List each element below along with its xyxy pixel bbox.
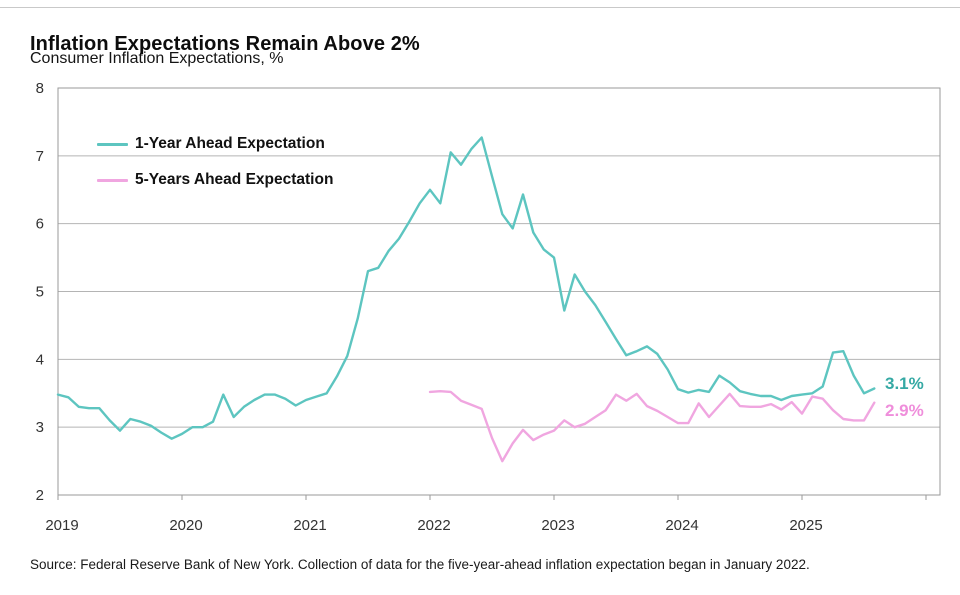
legend-line-swatch-5yr bbox=[97, 178, 128, 182]
legend-item-1yr: 1-Year Ahead Expectation bbox=[97, 131, 333, 157]
source-note: Source: Federal Reserve Bank of New York… bbox=[30, 557, 810, 572]
x-axis-label: 2019 bbox=[45, 517, 78, 534]
top-divider bbox=[0, 7, 960, 8]
end-value-label-5yr: 2.9% bbox=[885, 401, 924, 420]
x-axis-label: 2021 bbox=[293, 517, 326, 534]
legend-line-swatch-1yr bbox=[97, 142, 128, 146]
series-line-1yr bbox=[56, 136, 876, 440]
x-axis-label: 2020 bbox=[169, 517, 202, 534]
legend-label-5yr: 5-Years Ahead Expectation bbox=[135, 171, 334, 188]
legend-label-1yr: 1-Year Ahead Expectation bbox=[135, 135, 325, 152]
legend-item-5yr: 5-Years Ahead Expectation bbox=[97, 167, 333, 193]
y-axis-label: 5 bbox=[36, 284, 44, 301]
chart-subtitle: Consumer Inflation Expectations, % bbox=[30, 50, 284, 67]
x-axis-label: 2023 bbox=[541, 517, 574, 534]
y-axis-label: 3 bbox=[36, 419, 44, 436]
plot-border bbox=[57, 87, 941, 496]
x-axis-label: 2022 bbox=[417, 517, 450, 534]
legend: 1-Year Ahead Expectation 5-Years Ahead E… bbox=[97, 131, 333, 203]
y-axis-label: 6 bbox=[36, 216, 44, 233]
series-line-5yr bbox=[428, 390, 876, 463]
x-axis-label: 2024 bbox=[665, 517, 698, 534]
y-axis-label: 8 bbox=[36, 80, 44, 97]
end-value-label-1yr: 3.1% bbox=[885, 374, 924, 393]
y-axis-label: 2 bbox=[36, 487, 44, 504]
y-axis-label: 4 bbox=[36, 351, 44, 368]
y-axis-label: 7 bbox=[36, 148, 44, 165]
x-axis-label: 2025 bbox=[789, 517, 822, 534]
chart-title: Inflation Expectations Remain Above 2% bbox=[30, 33, 420, 56]
